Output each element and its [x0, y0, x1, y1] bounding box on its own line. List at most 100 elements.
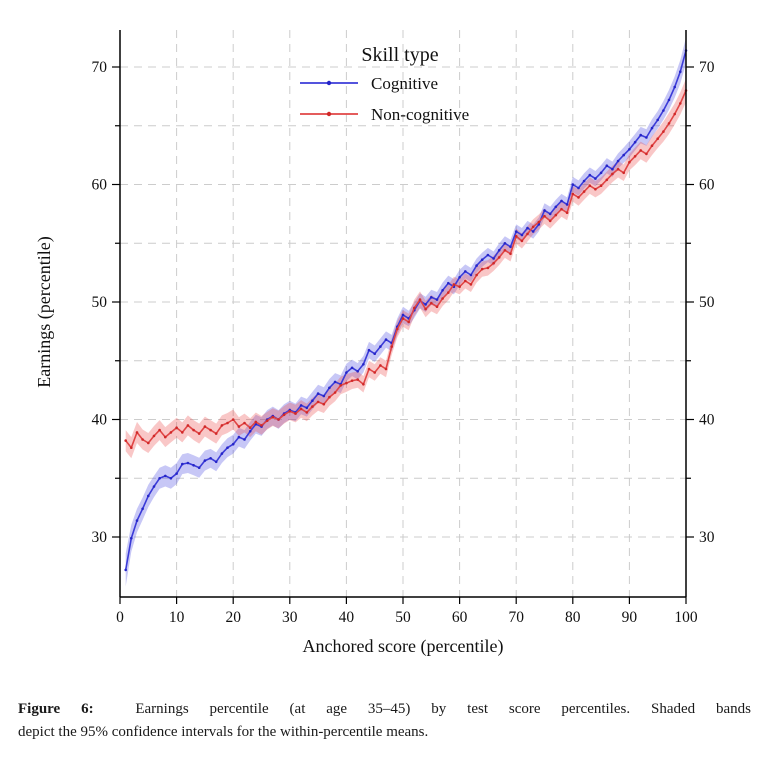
marker	[130, 536, 133, 540]
x-ticks	[119, 597, 687, 604]
marker	[158, 477, 161, 480]
marker	[452, 283, 456, 286]
marker	[520, 233, 524, 237]
marker	[243, 421, 246, 425]
marker	[662, 130, 665, 133]
chart-canvas: 0 10 20 30 40 50 60 70 80 90 100 30 30 40 40 50 50 60 60 70…	[34, 30, 715, 657]
marker	[345, 381, 348, 385]
marker	[141, 507, 144, 511]
marker	[548, 219, 552, 223]
marker	[305, 406, 309, 410]
legend-label-cognitive: Cognitive	[371, 74, 438, 93]
marker	[645, 136, 648, 139]
marker	[667, 98, 671, 102]
marker	[673, 112, 676, 116]
marker	[141, 438, 144, 441]
marker	[401, 317, 405, 320]
marker	[673, 85, 676, 89]
marker	[209, 428, 212, 432]
marker	[531, 225, 535, 229]
marker	[650, 126, 654, 130]
marker	[164, 474, 167, 478]
marker	[407, 320, 411, 324]
marker	[447, 291, 450, 294]
x-tick-label: 50	[395, 609, 411, 626]
x-axis-title: Anchored score (percentile)	[303, 636, 504, 657]
marker	[186, 424, 190, 427]
marker	[396, 327, 399, 331]
marker	[424, 303, 427, 306]
marker	[214, 432, 218, 435]
marker	[633, 140, 637, 144]
marker	[543, 209, 546, 212]
caption-line-2: depict the 95% confidence intervals for …	[18, 724, 429, 741]
line-cognitive	[124, 50, 687, 571]
marker	[328, 395, 331, 399]
marker	[514, 230, 518, 233]
marker	[531, 230, 535, 233]
x-tick-label: 0	[116, 609, 124, 626]
marker	[158, 428, 161, 432]
marker	[577, 186, 580, 190]
marker	[514, 234, 518, 238]
marker	[379, 345, 382, 348]
legend-label-non-cognitive: Non-cognitive	[371, 105, 469, 124]
marker	[441, 289, 444, 292]
caption-label: Figure 6:	[18, 701, 94, 717]
marker	[639, 133, 642, 137]
marker	[526, 232, 529, 236]
marker	[645, 152, 648, 156]
marker	[345, 371, 348, 374]
marker	[254, 420, 258, 424]
marker	[486, 253, 490, 257]
marker	[130, 446, 133, 450]
marker	[599, 171, 603, 175]
marker	[554, 205, 558, 209]
y-tick-label-right: 50	[699, 294, 715, 311]
markers-non-cognitive	[124, 89, 688, 450]
marker	[650, 144, 654, 147]
marker	[339, 384, 343, 387]
x-tick-label: 90	[622, 609, 638, 626]
y-tick-label-left: 50	[92, 294, 108, 311]
marker	[147, 494, 150, 498]
marker	[458, 276, 461, 279]
marker	[537, 223, 541, 226]
x-tick-label: 40	[339, 609, 355, 626]
marker	[367, 348, 371, 352]
marker	[333, 391, 337, 394]
marker	[543, 214, 546, 218]
marker	[226, 446, 229, 450]
marker	[464, 270, 467, 273]
marker	[424, 307, 427, 311]
marker	[237, 425, 241, 428]
legend-marker-non-cognitive	[326, 111, 332, 117]
marker	[582, 190, 586, 193]
marker	[560, 199, 563, 203]
x-tick-label: 70	[508, 609, 524, 626]
marker	[333, 380, 337, 384]
marker	[656, 118, 659, 122]
marker	[565, 211, 569, 214]
marker	[616, 167, 620, 171]
marker	[152, 434, 156, 438]
marker	[316, 400, 320, 404]
y-tick-label-left: 40	[92, 412, 108, 429]
marker	[305, 411, 309, 414]
marker	[367, 367, 371, 371]
marker	[373, 352, 377, 356]
marker	[622, 171, 625, 175]
marker	[220, 452, 224, 455]
marker	[662, 109, 665, 112]
marker	[469, 283, 473, 286]
marker	[520, 239, 524, 243]
marker	[435, 298, 439, 301]
marker	[277, 418, 280, 421]
marker	[418, 298, 422, 301]
y-tick-label-right: 60	[699, 177, 715, 194]
marker	[203, 425, 207, 428]
marker	[565, 203, 569, 206]
y-tick-labels: 30 30 40 40 50 50 60 60 70 70	[92, 59, 715, 546]
y-tick-label-left: 70	[92, 59, 108, 76]
marker	[322, 402, 326, 406]
